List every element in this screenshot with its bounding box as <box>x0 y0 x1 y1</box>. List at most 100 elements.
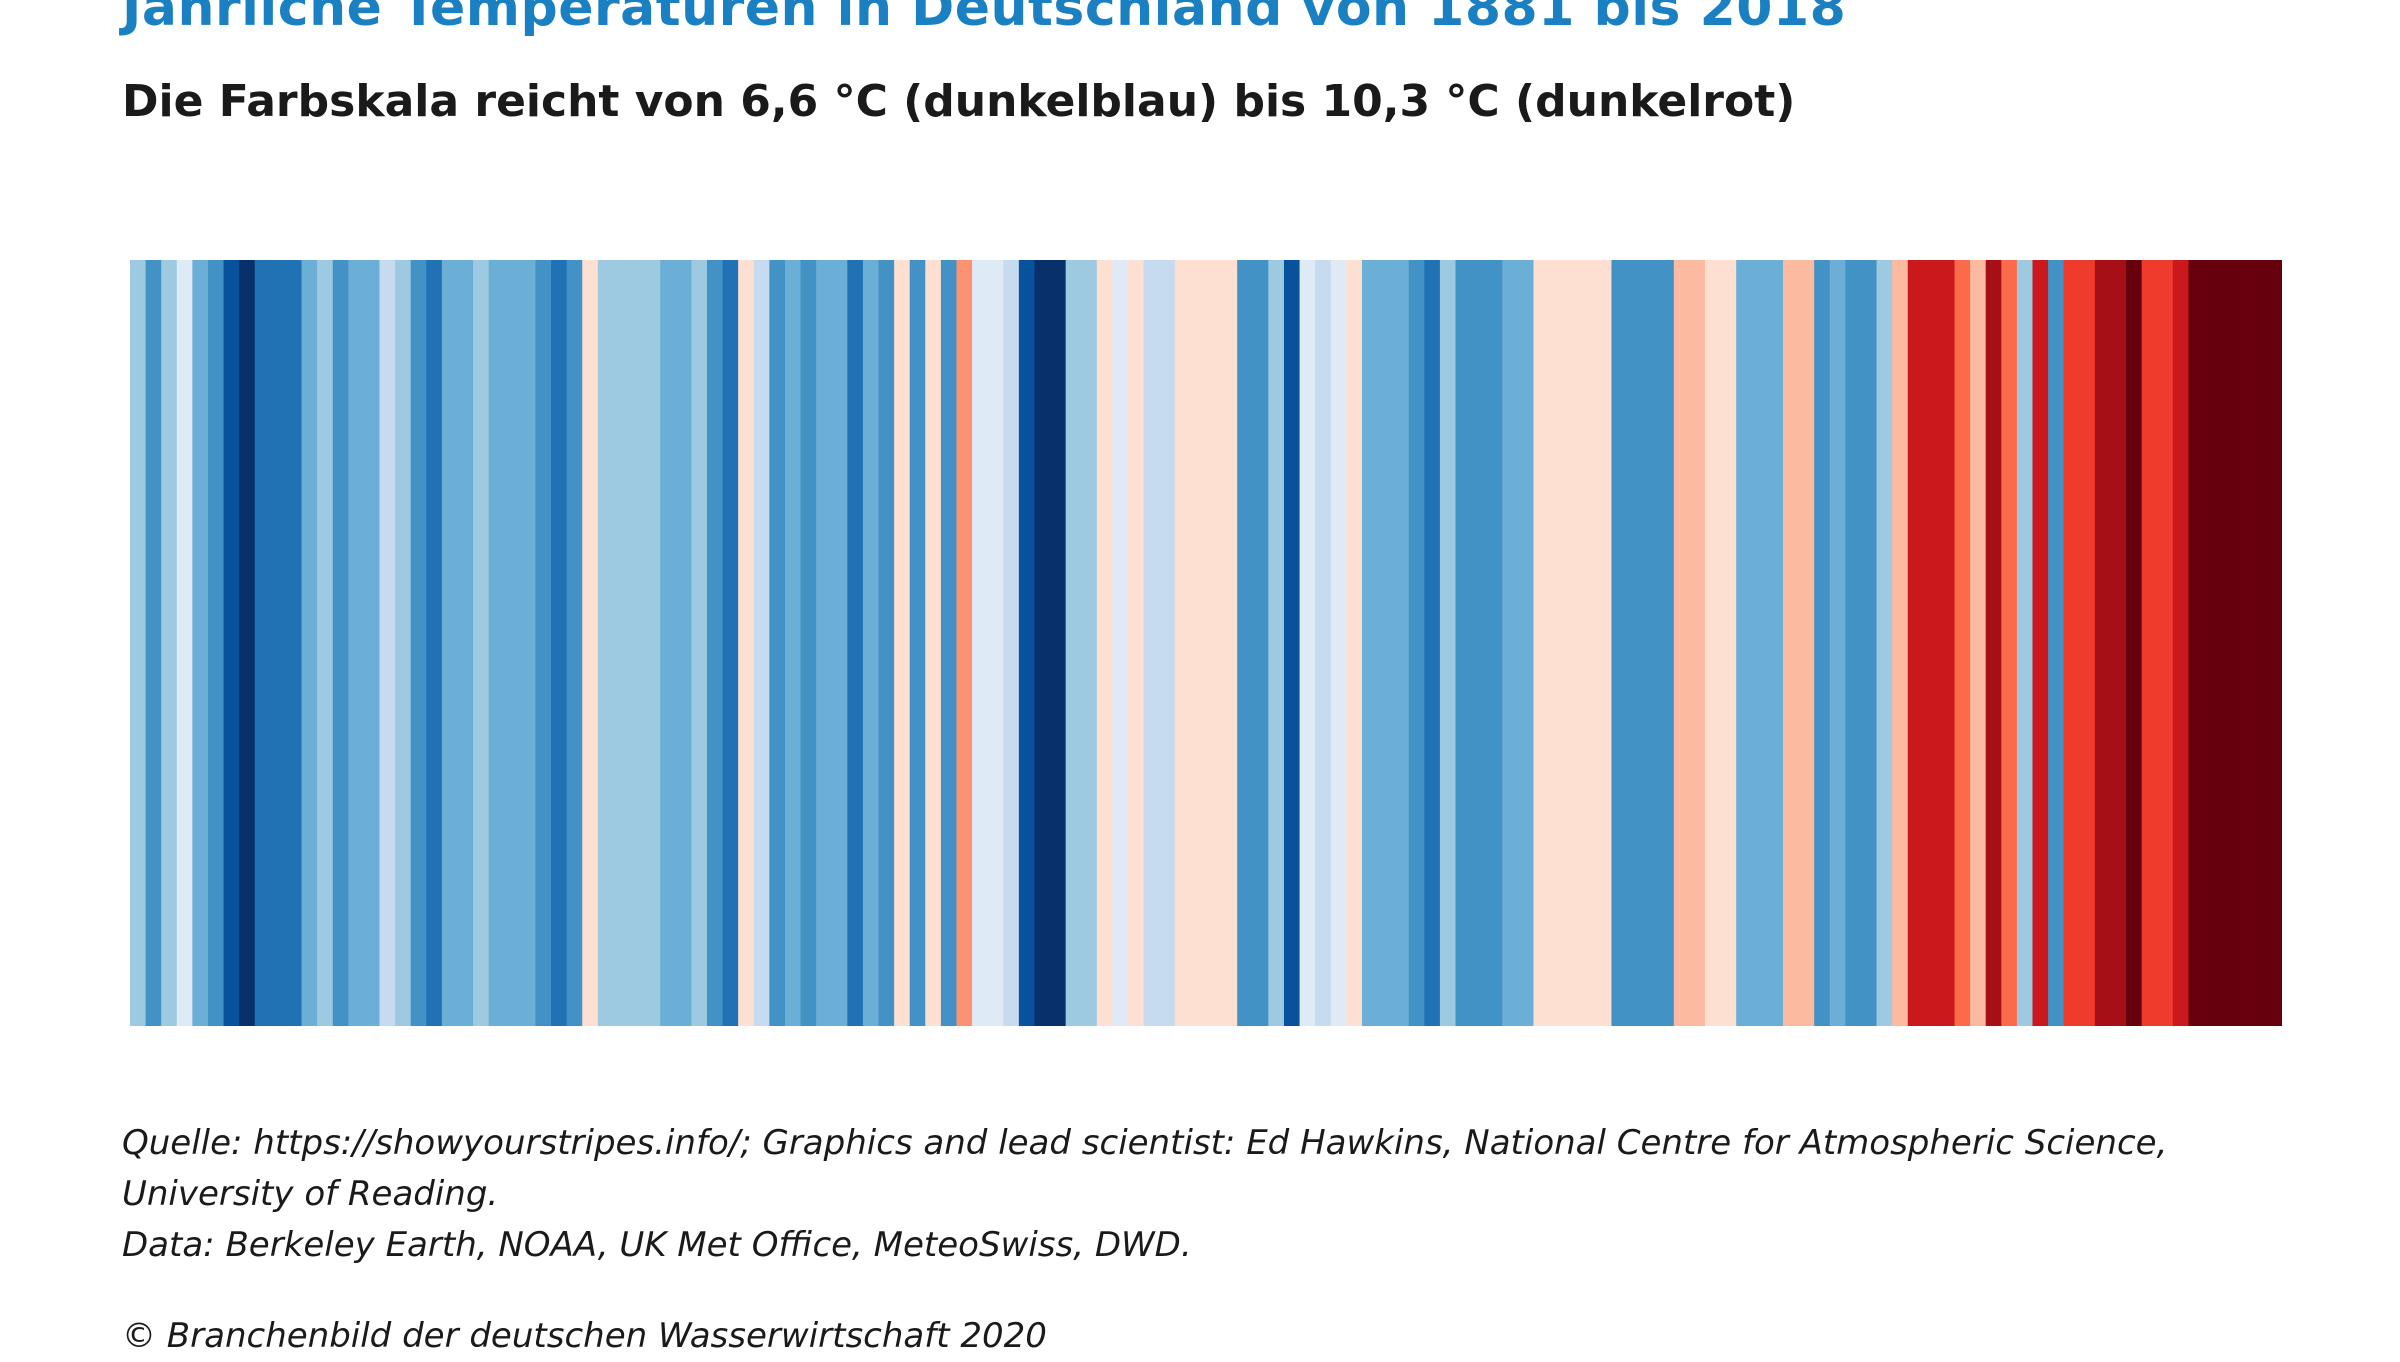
stripe-2018 <box>2266 260 2282 1026</box>
stripe-1962 <box>1393 260 1410 1026</box>
stripe-1964 <box>1424 260 1441 1026</box>
copyright-line: © Branchenbild der deutschen Wasserwirts… <box>122 1316 1047 1356</box>
stripe-1990 <box>1829 260 1846 1026</box>
stripe-1900 <box>426 260 443 1026</box>
chart-title: Jährliche Temperaturen in Deutschland vo… <box>122 0 1847 38</box>
data-source-line: Data: Berkeley Earth, NOAA, UK Met Offic… <box>122 1225 1192 1265</box>
stripe-1892 <box>301 260 318 1026</box>
stripe-1918 <box>706 260 724 1026</box>
stripe-1966 <box>1455 260 1472 1026</box>
stripe-2000 <box>1985 260 2002 1026</box>
stripe-1887 <box>223 260 240 1026</box>
stripe-2017 <box>2250 260 2268 1026</box>
stripe-1937 <box>1003 260 1020 1026</box>
stripe-1942 <box>1081 260 1098 1026</box>
chart-subtitle: Die Farbskala reicht von 6,6 °C (dunkelb… <box>122 76 1796 127</box>
stripe-1934 <box>956 260 973 1026</box>
stripe-1936 <box>987 260 1004 1026</box>
stripe-1906 <box>519 260 537 1026</box>
stripe-1885 <box>192 260 209 1026</box>
stripe-1971 <box>1533 260 1550 1026</box>
stripe-1954 <box>1268 260 1285 1026</box>
stripe-1943 <box>1096 260 1114 1026</box>
stripe-1938 <box>1018 260 1036 1026</box>
stripe-1977 <box>1627 260 1644 1026</box>
stripe-1940 <box>1050 260 1067 1026</box>
stripe-1924 <box>800 260 817 1026</box>
stripe-1891 <box>285 260 303 1026</box>
stripe-1901 <box>441 260 459 1026</box>
stripe-1997 <box>1938 260 1956 1026</box>
stripe-1926 <box>831 260 848 1026</box>
stripe-1967 <box>1471 260 1488 1026</box>
stripe-1886 <box>207 260 225 1026</box>
stripe-1958 <box>1330 260 1347 1026</box>
stripe-1916 <box>675 260 692 1026</box>
stripe-1950 <box>1206 260 1223 1026</box>
stripe-1884 <box>176 260 193 1026</box>
stripe-1998 <box>1954 260 1971 1026</box>
stripe-1989 <box>1814 260 1831 1026</box>
stripe-1955 <box>1283 260 1301 1026</box>
stripe-2004 <box>2048 260 2065 1026</box>
stripe-1982 <box>1705 260 1722 1026</box>
stripe-1912 <box>613 260 630 1026</box>
stripe-1980 <box>1673 260 1691 1026</box>
stripe-1928 <box>862 260 880 1026</box>
source-line: Quelle: https://showyourstripes.info/; G… <box>122 1123 2168 1163</box>
stripe-2006 <box>2079 260 2096 1026</box>
stripe-1946 <box>1143 260 1160 1026</box>
stripe-1927 <box>847 260 864 1026</box>
stripe-1951 <box>1221 260 1238 1026</box>
stripe-1890 <box>270 260 287 1026</box>
stripe-1957 <box>1315 260 1332 1026</box>
stripe-1965 <box>1439 260 1457 1026</box>
stripe-2013 <box>2188 260 2205 1026</box>
stripe-1963 <box>1408 260 1425 1026</box>
stripe-1933 <box>940 260 958 1026</box>
stripe-1974 <box>1580 260 1597 1026</box>
stripe-1919 <box>722 260 739 1026</box>
stripe-1907 <box>535 260 552 1026</box>
stripe-1994 <box>1892 260 1909 1026</box>
stripe-1929 <box>878 260 895 1026</box>
stripe-1999 <box>1970 260 1987 1026</box>
stripe-1949 <box>1190 260 1207 1026</box>
stripe-1956 <box>1299 260 1316 1026</box>
stripe-1961 <box>1377 260 1394 1026</box>
stripe-1960 <box>1361 260 1379 1026</box>
source-line-continued: University of Reading. <box>122 1174 499 1214</box>
stripe-1902 <box>457 260 474 1026</box>
stripe-1915 <box>660 260 677 1026</box>
stripe-1908 <box>551 260 568 1026</box>
stripe-1888 <box>239 260 256 1026</box>
stripe-1894 <box>332 260 349 1026</box>
stripe-1959 <box>1346 260 1363 1026</box>
stripe-1991 <box>1845 260 1862 1026</box>
stripe-1904 <box>488 260 505 1026</box>
stripe-1889 <box>254 260 271 1026</box>
stripe-2015 <box>2219 260 2236 1026</box>
stripe-2008 <box>2110 260 2127 1026</box>
stripe-2010 <box>2141 260 2158 1026</box>
stripe-1930 <box>894 260 911 1026</box>
stripe-1893 <box>317 260 334 1026</box>
stripe-1996 <box>1923 260 1940 1026</box>
stripe-1911 <box>597 260 615 1026</box>
stripe-1992 <box>1860 260 1878 1026</box>
stripe-1978 <box>1642 260 1659 1026</box>
stripe-1905 <box>504 260 521 1026</box>
stripe-1981 <box>1689 260 1706 1026</box>
source-notes: Quelle: https://showyourstripes.info/; G… <box>122 1118 2167 1362</box>
stripe-1881 <box>130 260 147 1026</box>
stripe-1883 <box>161 260 178 1026</box>
stripe-1944 <box>1112 260 1129 1026</box>
stripe-1970 <box>1517 260 1535 1026</box>
stripe-1935 <box>972 260 989 1026</box>
stripe-2001 <box>2001 260 2018 1026</box>
stripe-1922 <box>769 260 786 1026</box>
stripe-1985 <box>1751 260 1768 1026</box>
stripe-1913 <box>629 260 646 1026</box>
stripe-1947 <box>1159 260 1176 1026</box>
stripe-1968 <box>1486 260 1503 1026</box>
